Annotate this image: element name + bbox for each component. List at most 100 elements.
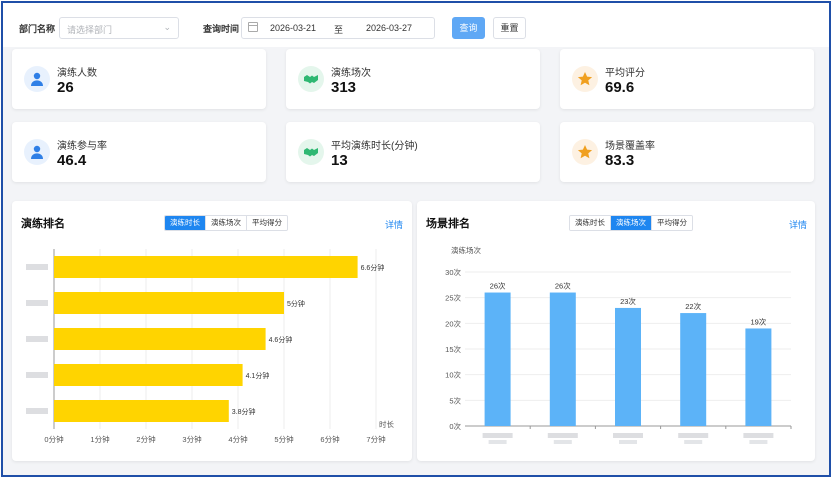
bar (54, 256, 358, 278)
stat-value: 83.3 (605, 152, 635, 169)
tab-1[interactable]: 演练场次 (205, 216, 246, 230)
tab-2[interactable]: 平均得分 (246, 216, 287, 230)
y-tick-label: 5次 (449, 395, 461, 405)
person-icon (24, 139, 50, 165)
stat-value: 46.4 (57, 152, 87, 169)
filter-bar: 部门名称 请选择部门 ⌄ 查询时间 2026-03-21 至 2026-03-2… (3, 3, 829, 47)
drill-ranking-panel: 演练排名 演练时长 演练场次 平均得分 详情 0分钟 1分钟 2分钟 3分钟 4分钟 5分钟 6… (12, 201, 412, 461)
star-icon (572, 66, 598, 92)
dept-placeholder: 请选择部门 (67, 25, 113, 35)
x-tick-label: 6分钟 (320, 434, 340, 444)
data-label: 19次 (750, 316, 766, 326)
category-label-blurred (613, 433, 643, 438)
stat-label: 演练参与率 (57, 141, 107, 152)
bar (54, 364, 243, 386)
category-label-blurred (684, 440, 703, 444)
y-tick-label: 25次 (445, 293, 461, 303)
date-end[interactable]: 2026-03-27 (366, 23, 413, 33)
detail-link[interactable]: 详情 (789, 220, 808, 230)
panel-title: 演练排名 (21, 218, 65, 230)
category-label-blurred (619, 440, 637, 444)
stat-card: 演练参与率 46.4 (12, 122, 266, 182)
stat-card: 场景覆盖率 83.3 (560, 122, 814, 182)
stat-value: 26 (57, 79, 74, 96)
person-icon (24, 66, 50, 92)
tab-0[interactable]: 演练时长 (570, 216, 610, 230)
category-label-blurred (488, 440, 507, 444)
bar (54, 292, 284, 314)
category-label-blurred (553, 440, 572, 444)
category-label-blurred (26, 264, 48, 270)
category-label-blurred (26, 408, 48, 414)
bar (680, 313, 707, 426)
category-label-blurred (547, 433, 578, 438)
x-tick-label: 0分钟 (44, 434, 64, 444)
x-tick-label: 5分钟 (274, 434, 294, 444)
x-tick-label: 1分钟 (90, 434, 110, 444)
metric-tabs: 演练时长 演练场次 平均得分 (164, 215, 288, 231)
y-axis-title: 演练场次 (451, 245, 481, 255)
data-label: 4.6分钟 (269, 335, 293, 344)
date-start[interactable]: 2026-03-21 (270, 23, 317, 33)
bar (54, 400, 229, 422)
star-icon (572, 139, 598, 165)
stat-label: 演练场次 (331, 68, 371, 79)
stat-label: 演练人数 (57, 68, 97, 79)
category-label-blurred (26, 300, 48, 306)
x-axis-title: 时长 (379, 419, 394, 429)
query-button[interactable]: 查询 (452, 17, 485, 39)
stat-value: 313 (331, 79, 357, 96)
category-label-blurred (26, 336, 48, 342)
stat-card: 平均演练时长(分钟) 13 (286, 122, 540, 182)
category-label-blurred (749, 440, 768, 444)
reset-button[interactable]: 重置 (493, 17, 526, 39)
y-tick-label: 0次 (449, 421, 461, 431)
stat-value: 69.6 (605, 79, 635, 96)
stat-card: 演练人数 26 (12, 49, 266, 109)
data-label: 3.8分钟 (232, 407, 256, 416)
x-tick-label: 4分钟 (228, 434, 248, 444)
y-tick-label: 15次 (445, 344, 461, 354)
y-tick-label: 20次 (445, 318, 461, 328)
data-label: 4.1分钟 (246, 371, 270, 380)
stat-value: 13 (331, 152, 348, 169)
handshake-icon (298, 66, 324, 92)
y-tick-label: 30次 (445, 267, 461, 277)
vertical-bar-chart: 演练场次 0次 5次 10次 15次 20次 25次 30次 26次 26次 23次 22次 19次 (445, 245, 792, 444)
detail-link[interactable]: 详情 (385, 220, 404, 230)
data-label: 26次 (490, 281, 506, 291)
x-tick-label: 3分钟 (182, 434, 202, 444)
stat-label: 场景覆盖率 (605, 141, 655, 152)
category-label-blurred (743, 433, 774, 438)
x-tick-label: 2分钟 (136, 434, 156, 444)
dept-label: 部门名称 (19, 24, 56, 34)
date-range-picker[interactable]: 2026-03-21 至 2026-03-27 (241, 17, 435, 39)
calendar-icon (248, 22, 258, 32)
stat-label: 平均评分 (605, 68, 645, 79)
tab-0[interactable]: 演练时长 (165, 216, 205, 230)
category-label-blurred (482, 433, 513, 438)
scene-ranking-panel: 场景排名 演练时长 演练场次 平均得分 详情 演练场次 0次 5次 10次 15次 20次 25… (417, 201, 815, 461)
bar (615, 307, 641, 426)
bar (745, 328, 772, 426)
handshake-icon (298, 139, 324, 165)
chevron-down-icon: ⌄ (163, 22, 171, 32)
date-separator: 至 (334, 25, 344, 35)
data-label: 26次 (555, 281, 571, 291)
data-label: 22次 (685, 301, 701, 311)
bar (549, 292, 576, 426)
horizontal-bar-chart: 0分钟 1分钟 2分钟 3分钟 4分钟 5分钟 6分钟 7分钟 6.6分钟 5分钟 4.6分钟 4.1… (26, 249, 394, 444)
data-label: 5分钟 (287, 299, 305, 308)
panel-title: 场景排名 (426, 218, 470, 230)
stat-label: 平均演练时长(分钟) (331, 141, 418, 152)
bar (484, 292, 511, 426)
tab-1[interactable]: 演练场次 (610, 216, 651, 230)
tab-2[interactable]: 平均得分 (651, 216, 692, 230)
metric-tabs: 演练时长 演练场次 平均得分 (569, 215, 693, 231)
stat-card: 平均评分 69.6 (560, 49, 814, 109)
dept-select[interactable]: 请选择部门 ⌄ (59, 17, 179, 39)
y-tick-label: 10次 (445, 370, 461, 380)
data-label: 23次 (620, 296, 636, 306)
stat-card: 演练场次 313 (286, 49, 540, 109)
